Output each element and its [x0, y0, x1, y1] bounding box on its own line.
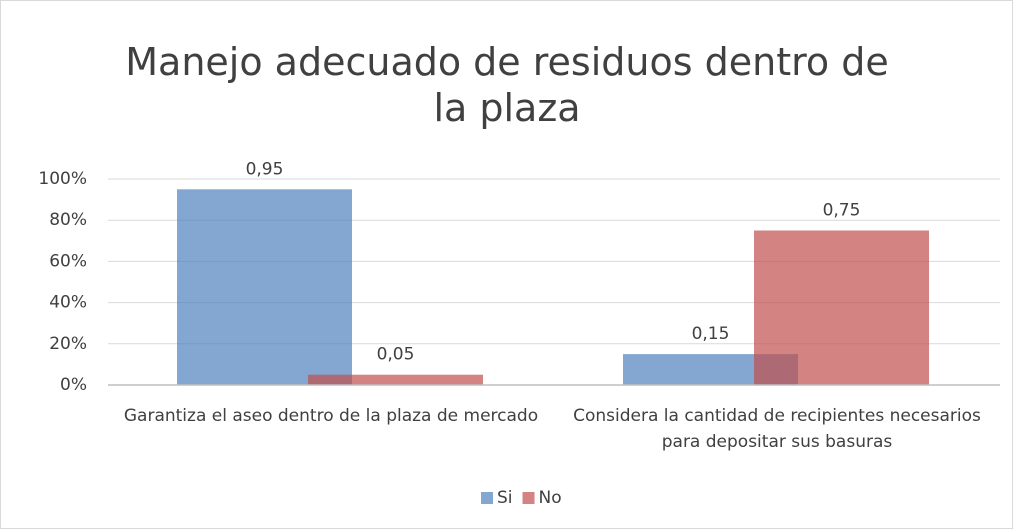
bar	[177, 189, 352, 385]
data-label: 0,15	[692, 324, 730, 344]
legend-swatch	[481, 492, 493, 504]
legend-label: Si	[497, 488, 513, 508]
legend-swatch	[522, 492, 535, 504]
y-tick-label: 20%	[49, 334, 87, 354]
y-tick-label: 100%	[38, 169, 87, 189]
y-tick-label: 0%	[60, 375, 87, 395]
data-label: 0,05	[377, 345, 415, 365]
x-tick-label: Considera la cantidad de recipientes nec…	[573, 406, 981, 452]
chart-title: Manejo adecuado de residuos dentro de la…	[125, 40, 889, 130]
data-label: 0,95	[246, 159, 284, 179]
data-label: 0,75	[823, 201, 861, 221]
y-tick-label: 60%	[49, 251, 87, 271]
bar	[754, 230, 929, 385]
bar	[308, 374, 483, 385]
y-tick-label: 40%	[49, 293, 87, 313]
x-tick-label: Garantiza el aseo dentro de la plaza de …	[123, 406, 539, 426]
legend-label: No	[539, 488, 562, 508]
y-tick-label: 80%	[49, 210, 87, 230]
